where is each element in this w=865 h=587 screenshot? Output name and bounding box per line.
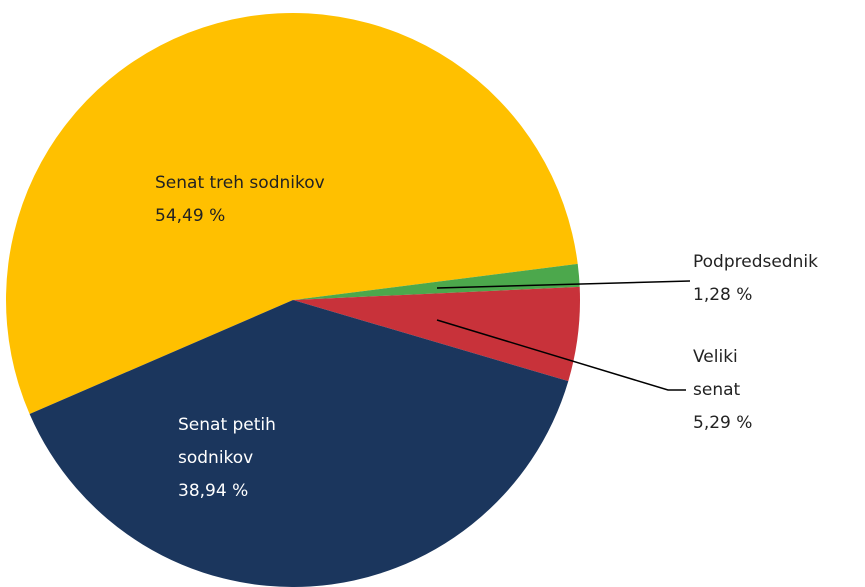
pie-slice [293, 286, 580, 382]
leader-line [436, 319, 686, 391]
slice-label: Senat treh sodnikov 54,49 % [155, 167, 415, 233]
pie-slice [293, 263, 580, 300]
leader-line [436, 280, 691, 289]
slice-label: Veliki senat 5,29 % [693, 341, 768, 440]
slice-value: 5,29 % [693, 413, 753, 433]
slice-value: 1,28 % [693, 285, 753, 305]
slice-name: Veliki senat [693, 347, 741, 400]
slice-name: Senat treh sodnikov [155, 173, 325, 193]
slice-label: Podpredsednik 1,28 % [693, 246, 863, 312]
slice-value: 54,49 % [155, 206, 226, 226]
slice-value: 38,94 % [178, 481, 249, 501]
slice-name: Podpredsednik [693, 252, 818, 272]
pie-slice [5, 12, 578, 414]
slice-name: Senat petih sodnikov [178, 415, 276, 468]
pie-slice [29, 300, 569, 587]
slice-label: Senat petih sodnikov 38,94 % [178, 409, 313, 508]
